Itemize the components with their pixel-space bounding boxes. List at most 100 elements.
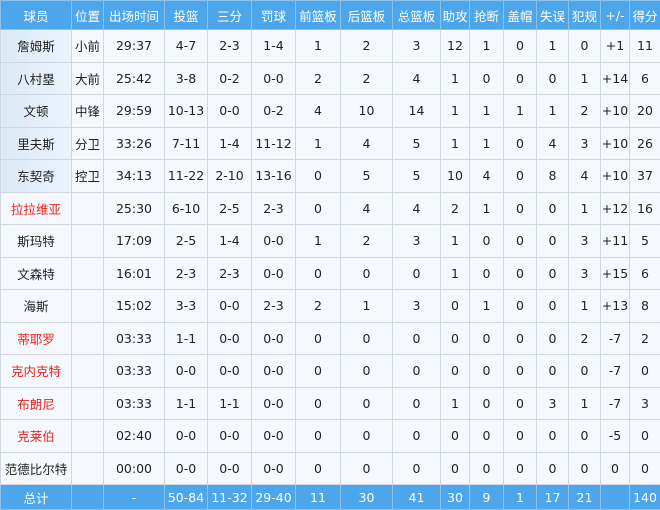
stat-cell: 0	[296, 420, 341, 453]
stat-cell: 0-0	[208, 355, 252, 388]
stat-cell: 1-4	[208, 127, 252, 160]
column-header[interactable]: 助攻	[441, 1, 470, 30]
stat-cell: 4	[569, 160, 601, 193]
player-name[interactable]: 蒂耶罗	[1, 322, 72, 355]
stat-cell: 7-11	[165, 127, 208, 160]
player-name[interactable]: 文顿	[1, 95, 72, 128]
column-header[interactable]: 犯规	[569, 1, 601, 30]
stat-cell: 0	[537, 452, 569, 485]
stat-cell: 0	[296, 160, 341, 193]
stat-cell: 0	[441, 452, 470, 485]
stat-cell: 1	[504, 95, 537, 128]
player-name[interactable]: 里夫斯	[1, 127, 72, 160]
stat-cell: 1	[537, 95, 569, 128]
stat-cell: 0	[470, 62, 504, 95]
column-header[interactable]: 罚球	[252, 1, 296, 30]
stat-cell: 0	[441, 322, 470, 355]
player-name[interactable]: 克莱伯	[1, 420, 72, 453]
stat-cell: 3	[569, 127, 601, 160]
column-header[interactable]: 抢断	[470, 1, 504, 30]
stat-cell: 分卫	[72, 127, 104, 160]
stat-cell: 0	[504, 452, 537, 485]
player-name[interactable]: 拉拉维亚	[1, 192, 72, 225]
column-header[interactable]: 得分	[630, 1, 660, 30]
column-header[interactable]: 位置	[72, 1, 104, 30]
player-name[interactable]: 文森特	[1, 257, 72, 290]
player-name[interactable]: 八村塁	[1, 62, 72, 95]
column-header[interactable]: 投篮	[165, 1, 208, 30]
stat-cell: 4	[393, 192, 441, 225]
column-header[interactable]: 球员	[1, 1, 72, 30]
stat-cell: 3	[537, 387, 569, 420]
stat-cell: 0	[504, 387, 537, 420]
stat-cell: 0	[537, 322, 569, 355]
player-name[interactable]: 东契奇	[1, 160, 72, 193]
stat-cell: 0	[504, 420, 537, 453]
column-header[interactable]: 盖帽	[504, 1, 537, 30]
player-name[interactable]: 布朗尼	[1, 387, 72, 420]
stat-cell: -7	[601, 355, 630, 388]
stat-cell: 0	[296, 322, 341, 355]
stat-cell: 1	[470, 127, 504, 160]
stat-cell: 控卫	[72, 160, 104, 193]
stat-cell: 1	[441, 95, 470, 128]
stat-cell: 0	[537, 355, 569, 388]
stat-cell: 1	[441, 257, 470, 290]
column-header[interactable]: 前篮板	[296, 1, 341, 30]
stat-cell: 0	[393, 355, 441, 388]
stat-cell: 大前	[72, 62, 104, 95]
stat-cell: 1	[296, 127, 341, 160]
stat-cell: 0-0	[252, 62, 296, 95]
stat-cell: 0	[470, 257, 504, 290]
stat-cell: 0	[504, 127, 537, 160]
stat-cell	[72, 420, 104, 453]
player-name[interactable]: 克内克特	[1, 355, 72, 388]
stat-cell: 25:30	[104, 192, 165, 225]
column-header[interactable]: +/-	[601, 1, 630, 30]
stat-cell: 10-13	[165, 95, 208, 128]
stat-cell: 1	[441, 62, 470, 95]
stat-cell: 1	[470, 30, 504, 63]
header-row: 球员位置出场时间投篮三分罚球前篮板后篮板总篮板助攻抢断盖帽失误犯规+/-得分	[1, 1, 660, 30]
stat-cell: +12	[601, 192, 630, 225]
stat-cell: 2	[341, 225, 393, 258]
stat-cell: 3-8	[165, 62, 208, 95]
stat-cell	[72, 387, 104, 420]
column-header[interactable]: 三分	[208, 1, 252, 30]
player-name[interactable]: 斯玛特	[1, 225, 72, 258]
stat-cell: 37	[630, 160, 660, 193]
stat-cell: 2-10	[208, 160, 252, 193]
stat-cell: 1	[569, 290, 601, 323]
stat-cell: 1	[537, 30, 569, 63]
stat-cell: 00:00	[104, 452, 165, 485]
stat-cell	[72, 322, 104, 355]
column-header[interactable]: 出场时间	[104, 1, 165, 30]
column-header[interactable]: 失误	[537, 1, 569, 30]
stat-cell: 0	[504, 290, 537, 323]
column-header[interactable]: 后篮板	[341, 1, 393, 30]
stat-cell: 0	[441, 290, 470, 323]
stat-cell: 13-16	[252, 160, 296, 193]
player-name[interactable]: 海斯	[1, 290, 72, 323]
column-header[interactable]: 总篮板	[393, 1, 441, 30]
stat-cell: 12	[441, 30, 470, 63]
stat-cell: 0	[393, 257, 441, 290]
stat-cell: 2	[341, 30, 393, 63]
stat-cell: 0-0	[252, 257, 296, 290]
stat-cell: 6	[630, 257, 660, 290]
stat-cell: 1-1	[165, 322, 208, 355]
stat-cell: 10	[341, 95, 393, 128]
player-name[interactable]: 詹姆斯	[1, 30, 72, 63]
stat-cell: 1	[470, 192, 504, 225]
stat-cell: 0-0	[208, 95, 252, 128]
player-name[interactable]: 范德比尔特	[1, 452, 72, 485]
stat-cell: 0	[569, 420, 601, 453]
stat-cell: -7	[601, 322, 630, 355]
stat-cell: 17:09	[104, 225, 165, 258]
